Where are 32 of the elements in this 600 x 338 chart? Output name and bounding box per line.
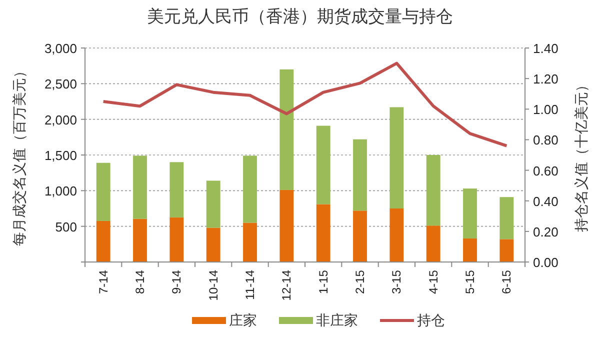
x-tick-label: 9-14 — [170, 270, 184, 294]
x-tick-label: 7-14 — [96, 270, 110, 294]
y-axis-title: 每月成交名义值（百万美元） — [12, 64, 28, 246]
x-tick-label: 11-14 — [243, 270, 257, 300]
x-tick-label: 6-15 — [500, 270, 514, 294]
y-tick-label: 500 — [55, 219, 77, 234]
x-tick-label: 5-15 — [463, 270, 477, 294]
legend-label: 持仓 — [417, 312, 445, 328]
y-tick-label: 1,000 — [44, 184, 77, 199]
y2-axis-title: 持仓名义值（十亿美元） — [574, 78, 590, 232]
legend-label: 庄家 — [229, 312, 257, 328]
y-tick-label: 1,500 — [44, 148, 77, 163]
x-tick-label: 1-15 — [316, 270, 330, 294]
y2-tick-label: 1.00 — [533, 102, 558, 118]
x-tick-label: 12-14 — [280, 270, 294, 301]
y2-tick-label: 0.40 — [533, 194, 558, 209]
y-tick-label: 2,000 — [44, 112, 77, 128]
x-tick-label: 10-14 — [206, 270, 220, 301]
x-tick-label: 2-15 — [353, 270, 367, 294]
y2-tick-label: 0.60 — [533, 163, 558, 178]
y2-tick-label: 0.80 — [533, 132, 558, 148]
y2-tick-label: 0.20 — [533, 224, 558, 240]
legend-label: 非庄家 — [316, 312, 358, 328]
x-tick-label: 8-14 — [133, 270, 147, 294]
y-tick-label: 3,000 — [44, 41, 77, 56]
x-tick-label: 4-15 — [426, 270, 440, 294]
x-tick-label: 3-15 — [390, 270, 404, 294]
y-tick-label: 2,500 — [44, 76, 77, 92]
y2-tick-label: 0.00 — [533, 255, 558, 270]
chart-title: 美元兑人民币（香港）期货成交量与持仓 — [147, 7, 453, 27]
y2-tick-label: 1.20 — [533, 72, 558, 87]
y2-tick-label: 1.40 — [533, 41, 558, 56]
